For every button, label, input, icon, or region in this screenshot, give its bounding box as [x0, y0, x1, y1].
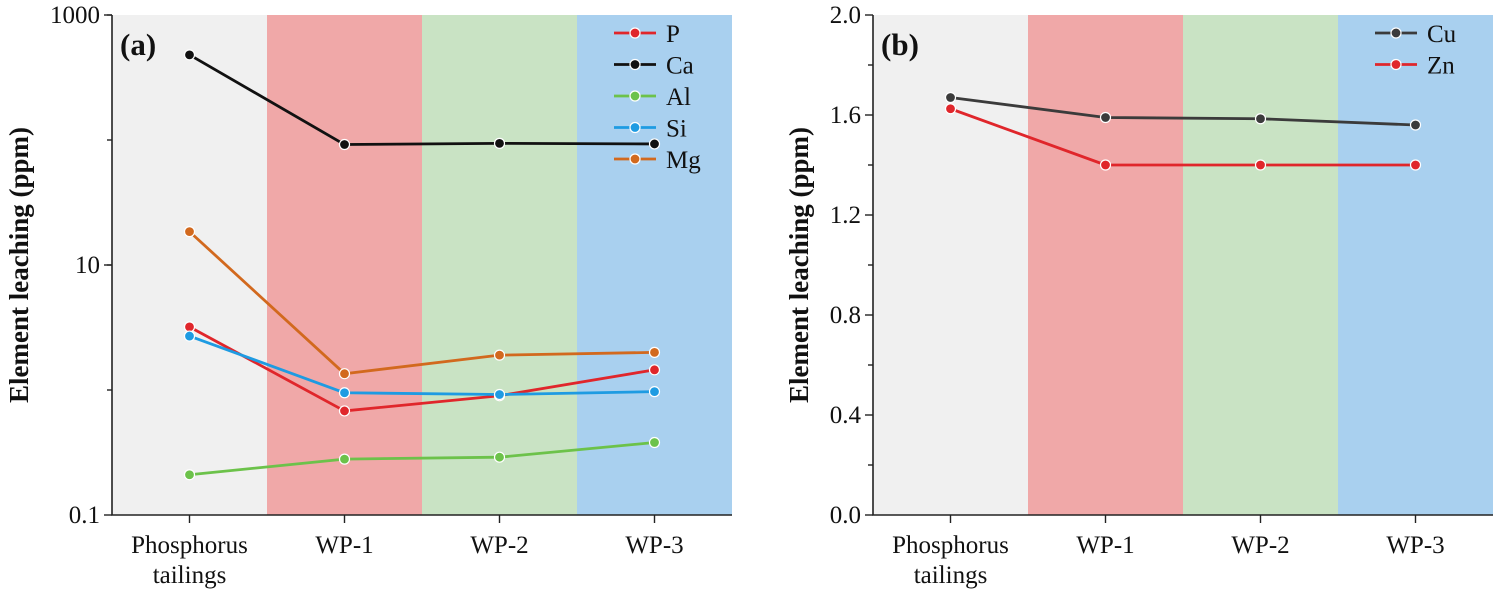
x-tick-label: WP-2 [1231, 532, 1289, 559]
y-tick-label: 0.4 [830, 402, 862, 429]
x-tick-label-line: Phosphorus [892, 532, 1009, 559]
y-tick-label: 2.0 [830, 2, 861, 29]
x-tick-label-line: WP-3 [1386, 532, 1444, 559]
data-point-Al [183, 469, 196, 481]
data-point-Al [493, 451, 506, 463]
data-point-P [338, 405, 351, 417]
x-tick-label: WP-3 [625, 532, 683, 559]
data-point-Ca [338, 138, 351, 151]
data-point-Cu [1409, 119, 1422, 131]
x-tick-label: Phosphorus tailings [892, 532, 1009, 589]
background-band [577, 15, 732, 515]
data-point-Mg [648, 346, 661, 358]
data-point-Zn [1409, 159, 1422, 171]
y-tick-label: 0.8 [830, 302, 861, 329]
y-tick-label: 0.1 [69, 502, 100, 529]
x-tick-label-line: WP-2 [1231, 532, 1289, 559]
data-point-Mg [338, 368, 351, 380]
background-band [1028, 15, 1183, 515]
data-point-Mg [183, 226, 196, 238]
legend-marker-P [629, 27, 641, 39]
x-tick-label-line: WP-2 [470, 532, 528, 559]
x-tick-label-line: tailings [914, 562, 988, 589]
chart-panel-b: 0.0 0.4 0.8 1.2 1.6 2.0 Phosphorus tailings WP-1… [784, 2, 1493, 589]
background-band [1183, 15, 1338, 515]
x-tick-label-line: WP-1 [1076, 532, 1134, 559]
series-line-Zn [950, 107, 1416, 167]
background-band [1338, 15, 1493, 515]
x-tick-label: WP-1 [315, 532, 373, 559]
y-axis-label: Element leaching (ppm) [4, 127, 34, 403]
x-tick-label: WP-2 [470, 532, 528, 559]
series-line-Mg [188, 230, 655, 376]
data-point-Al [338, 453, 351, 465]
data-point-Ca [648, 138, 661, 150]
legend-marker-Zn [1390, 58, 1402, 71]
background-band [422, 15, 577, 515]
y-tick-label: 10 [75, 252, 100, 279]
background-band [267, 15, 422, 515]
data-point-P [648, 364, 661, 376]
series-line-Al [189, 441, 655, 477]
y-tick-label: 1.6 [830, 102, 861, 129]
data-point-Si [338, 387, 351, 399]
x-tick-label-line: WP-3 [625, 532, 683, 559]
series-line-Ca [188, 53, 655, 146]
series-line-Cu [950, 96, 1416, 127]
panel-label: (a) [120, 27, 156, 62]
data-point-Ca [183, 49, 196, 61]
y-tick-label: 1000 [50, 2, 100, 29]
x-tick-label: Phosphorus tailings [131, 532, 248, 589]
data-point-Zn [1254, 159, 1267, 171]
legend-label-Zn: Zn [1427, 53, 1455, 80]
data-point-Si [493, 388, 506, 401]
data-point-Cu [1254, 113, 1267, 125]
legend-marker-Mg [629, 153, 641, 165]
series-line-Si [189, 334, 655, 396]
legend-marker-Si [629, 121, 641, 134]
data-point-Cu [1099, 111, 1112, 124]
series-line-P [188, 325, 655, 413]
y-tick-label: 0.0 [830, 502, 861, 529]
x-tick-label: WP-3 [1386, 532, 1444, 559]
legend-label-Si: Si [666, 116, 687, 143]
data-point-Mg [493, 349, 506, 361]
x-tick-label-line: WP-1 [315, 532, 373, 559]
background-band [112, 15, 267, 515]
legend-marker-Al [629, 90, 641, 102]
chart-panel-a: 0.1 10 1000 Phosphorus tailings WP-1 WP-2 WP-3 E… [4, 2, 732, 589]
data-point-Zn [1099, 159, 1112, 171]
data-point-Cu [944, 91, 957, 104]
x-tick-label-line: tailings [153, 562, 227, 589]
legend-label-Ca: Ca [666, 53, 694, 80]
legend-label-Mg: Mg [666, 147, 701, 174]
legend-label-Al: Al [666, 84, 691, 111]
data-point-Si [648, 386, 661, 398]
data-point-Si [183, 330, 196, 342]
data-point-Al [648, 436, 661, 449]
data-point-Ca [493, 137, 506, 149]
legend-marker-Ca [629, 58, 641, 71]
legend-label-Cu: Cu [1427, 21, 1457, 48]
x-tick-label: WP-1 [1076, 532, 1134, 559]
background-band [873, 15, 1028, 515]
legend-marker-Cu [1390, 27, 1402, 39]
panel-label: (b) [881, 27, 919, 62]
data-point-Zn [944, 103, 957, 115]
y-axis-label: Element leaching (ppm) [784, 127, 814, 403]
data-point-P [183, 321, 196, 333]
legend-label-P: P [666, 21, 680, 48]
y-tick-label: 1.2 [830, 202, 861, 229]
x-tick-label-line: Phosphorus [131, 532, 248, 559]
